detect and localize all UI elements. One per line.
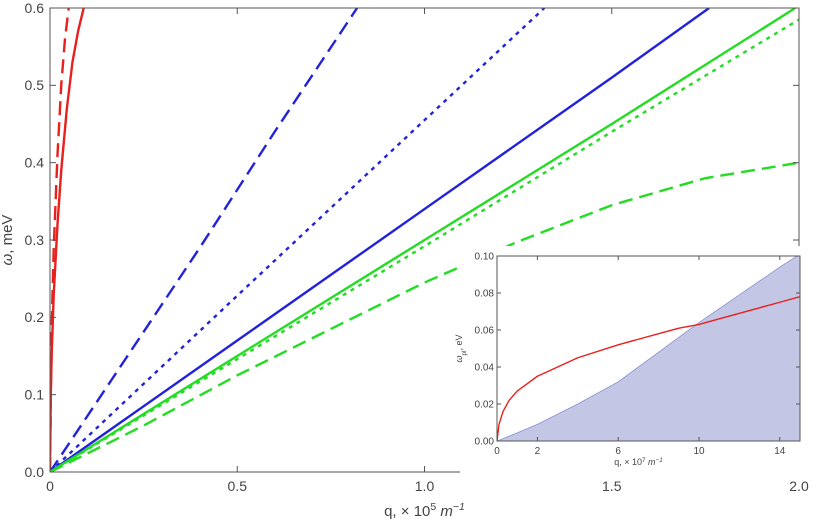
main-series-0-line xyxy=(50,8,85,472)
main-series-2-line xyxy=(50,8,710,472)
main-series-3-line xyxy=(50,8,359,472)
main-series-5-line xyxy=(50,8,796,472)
inset-y-tick-label-1: 0.02 xyxy=(475,400,495,411)
main-series-6-line xyxy=(50,18,799,472)
main-y-tick-label-5: 0.5 xyxy=(25,77,45,93)
main-plot-area: 0 0.5 1.0 1.5 2.0 0.0 0.1 0.2 0.3 0.4 0.5 0.6 q, × 1… xyxy=(0,0,809,520)
main-x-axis-title: q, × 105 m−1 xyxy=(384,501,465,520)
main-series-4-line xyxy=(50,8,546,472)
inset-y-tick-label-2: 0.04 xyxy=(475,363,495,374)
main-y-axis-title: ω, meV xyxy=(0,215,16,266)
main-y-tick-label-3: 0.3 xyxy=(25,232,45,248)
inset-x-axis-title: q, × 107 m−1 xyxy=(614,457,662,468)
inset-y-tick-label-3: 0.06 xyxy=(475,326,495,337)
inset-shaded-region xyxy=(497,256,800,441)
inset-shaded-boundary xyxy=(497,256,798,441)
inset-y-tick-label-5: 0.10 xyxy=(475,252,495,263)
main-y-tick-label-1: 0.1 xyxy=(25,387,45,403)
main-x-tick-label-4: 2.0 xyxy=(789,478,809,494)
main-y-tick-label-0: 0.0 xyxy=(25,464,45,480)
main-y-tick-label-6: 0.6 xyxy=(25,0,45,16)
main-series-7-line xyxy=(50,161,799,472)
main-y-tick-label-2: 0.2 xyxy=(25,309,45,325)
inset-frame xyxy=(496,255,801,442)
inset-x-tick-label-2: 6 xyxy=(615,446,621,457)
main-y-tick-label-4: 0.4 xyxy=(25,155,45,171)
inset-x-tick-label-4: 14 xyxy=(774,446,786,457)
inset-y-tick-label-4: 0.08 xyxy=(475,289,495,300)
inset-x-tick-label-0: 0 xyxy=(494,446,500,457)
main-x-tick-label-2: 1.0 xyxy=(415,478,435,494)
inset-x-tick-label-3: 10 xyxy=(693,446,705,457)
inset-series-0-line xyxy=(497,296,800,441)
main-x-tick-label-0: 0 xyxy=(46,478,54,494)
main-series-1-line xyxy=(50,8,70,472)
inset-y-tick-label-0: 0.00 xyxy=(475,437,495,448)
main-x-tick-label-1: 0.5 xyxy=(228,478,248,494)
main-series-group xyxy=(50,8,799,472)
inset-y-axis-title: ωpl, eV xyxy=(454,335,468,363)
inset-plot-area: 0 2 6 10 14 0.00 0.02 0.04 0.06 0.08 0.10 q, × 107 … xyxy=(454,246,810,474)
main-x-tick-label-3: 1.5 xyxy=(602,478,622,494)
inset-series-group xyxy=(497,256,800,441)
inset-x-tick-label-1: 2 xyxy=(535,446,541,457)
